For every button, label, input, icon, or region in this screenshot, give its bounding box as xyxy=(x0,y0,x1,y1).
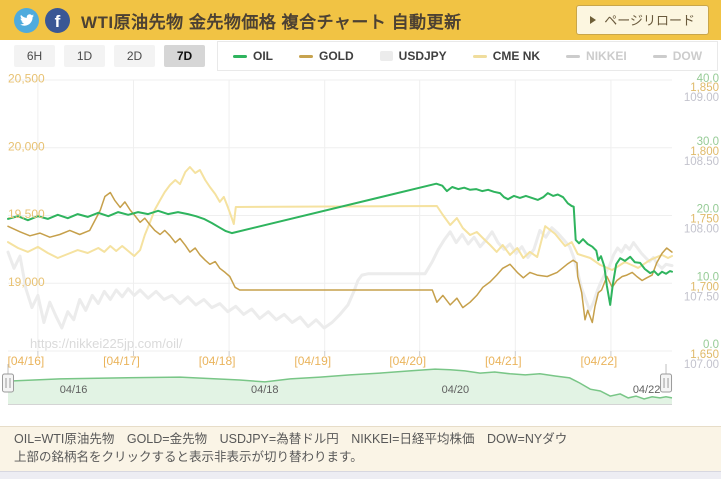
legend: OIL GOLD USDJPY CME NK NIKKEI DOW xyxy=(217,41,719,71)
navigator-date-label: 04/16 xyxy=(60,384,88,396)
legend-item-dow[interactable]: DOW xyxy=(652,49,703,63)
svg-text:[04/19]: [04/19] xyxy=(294,354,331,368)
dow-swatch-icon xyxy=(652,54,667,58)
next-section-edge xyxy=(0,471,721,479)
watermark-url: https://nikkei225jp.com/oil/ xyxy=(30,336,183,351)
svg-text:1,700: 1,700 xyxy=(690,281,719,293)
svg-text:[04/21]: [04/21] xyxy=(485,354,522,368)
navigator-right-handle[interactable] xyxy=(660,364,673,393)
svg-text:1,800: 1,800 xyxy=(690,146,719,158)
series-cme-nk[interactable] xyxy=(7,166,673,271)
svg-text:[04/17]: [04/17] xyxy=(103,354,140,368)
page-reload-button[interactable]: ページリロード xyxy=(576,5,709,35)
legend-item-nikkei[interactable]: NIKKEI xyxy=(566,49,627,63)
page-reload-label: ページリロード xyxy=(604,13,695,28)
svg-text:20,500: 20,500 xyxy=(8,72,45,86)
cme-nk-swatch-icon xyxy=(472,54,487,58)
range-buttons: 6H 1D 2D 7D xyxy=(14,45,205,67)
legend-label: NIKKEI xyxy=(586,49,627,63)
navigator-area[interactable] xyxy=(8,369,672,405)
legend-label: GOLD xyxy=(319,49,354,63)
legend-item-gold[interactable]: GOLD xyxy=(299,49,354,63)
facebook-icon[interactable]: f xyxy=(45,7,70,33)
header: f WTI原油先物 金先物価格 複合チャート 自動更新 ページリロード xyxy=(0,0,721,40)
navigator-date-label: 04/18 xyxy=(251,384,279,396)
svg-text:30.0: 30.0 xyxy=(697,136,719,148)
svg-text:40.0: 40.0 xyxy=(697,73,719,85)
navigator-outline xyxy=(7,368,673,400)
gridlines xyxy=(8,79,672,356)
navigator-left-handle[interactable] xyxy=(2,364,14,393)
page-title: WTI原油先物 金先物価格 複合チャート 自動更新 xyxy=(81,12,462,32)
legend-label: OIL xyxy=(253,49,273,63)
svg-text:10.0: 10.0 xyxy=(697,271,719,283)
toolbar: 6H 1D 2D 7D OIL GOLD USDJPY CME NK NIKKEI DOW xyxy=(0,40,721,72)
svg-text:19,000: 19,000 xyxy=(8,275,45,289)
svg-text:107.00: 107.00 xyxy=(684,359,719,371)
usdjpy-swatch-icon xyxy=(379,51,393,61)
main-chart[interactable]: https://nikkei225jp.com/oil/20,500 20,000… xyxy=(0,72,721,412)
footer-symbols-line: OIL=WTI原油先物 GOLD=金先物 USDJPY=為替ドル円 NIKKEI… xyxy=(14,432,568,446)
twitter-bird-icon xyxy=(19,14,34,26)
footer: OIL=WTI原油先物 GOLD=金先物 USDJPY=為替ドル円 NIKKEI… xyxy=(0,426,721,471)
series-gold[interactable] xyxy=(7,191,673,324)
svg-text:[04/18]: [04/18] xyxy=(199,354,236,368)
twitter-icon[interactable] xyxy=(14,7,39,33)
svg-text:0.0: 0.0 xyxy=(703,339,719,351)
oil-swatch-icon xyxy=(233,54,247,58)
legend-label: CME NK xyxy=(492,49,541,63)
play-arrow-icon xyxy=(590,15,597,24)
range-button-6h[interactable]: 6H xyxy=(14,45,55,67)
range-button-7d[interactable]: 7D xyxy=(164,45,205,67)
series-oil[interactable] xyxy=(7,182,673,306)
svg-text:1,750: 1,750 xyxy=(690,214,719,226)
legend-item-oil[interactable]: OIL xyxy=(233,49,273,63)
svg-text:[04/22]: [04/22] xyxy=(581,354,618,368)
navigator-date-label: 04/20 xyxy=(442,384,470,396)
series-usdjpy[interactable] xyxy=(6,226,674,330)
nikkei-swatch-icon xyxy=(566,54,581,58)
legend-label: DOW xyxy=(672,49,703,63)
svg-text:20,000: 20,000 xyxy=(8,139,45,153)
facebook-f-glyph: f xyxy=(54,11,61,31)
svg-text:20.0: 20.0 xyxy=(697,204,719,216)
svg-text:107.50: 107.50 xyxy=(684,291,719,303)
footer-help-line: 上部の銘柄名をクリックすると表示非表示が切り替わります。 xyxy=(14,449,363,464)
svg-text:109.00: 109.00 xyxy=(684,92,719,104)
svg-text:108.50: 108.50 xyxy=(684,156,719,168)
range-button-1d[interactable]: 1D xyxy=(64,45,105,67)
svg-text:[04/16]: [04/16] xyxy=(8,354,45,368)
svg-text:[04/20]: [04/20] xyxy=(389,354,426,368)
svg-text:108.00: 108.00 xyxy=(684,224,719,236)
navigator-date-label: 04/22 xyxy=(633,384,661,396)
svg-text:1,650: 1,650 xyxy=(690,349,719,361)
range-button-2d[interactable]: 2D xyxy=(114,45,155,67)
svg-text:1,850: 1,850 xyxy=(690,82,719,94)
legend-item-cme-nk[interactable]: CME NK xyxy=(472,49,541,63)
svg-text:19,500: 19,500 xyxy=(8,207,45,221)
gold-swatch-icon xyxy=(299,54,313,58)
legend-item-usdjpy[interactable]: USDJPY xyxy=(379,49,447,63)
legend-label: USDJPY xyxy=(398,49,447,63)
